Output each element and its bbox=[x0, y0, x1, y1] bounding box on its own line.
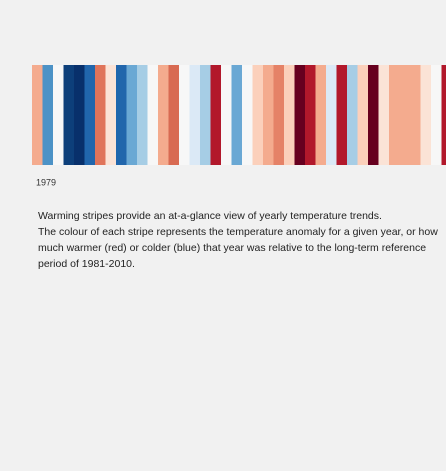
stripe bbox=[168, 65, 180, 165]
stripe bbox=[399, 65, 411, 165]
description-line: The colour of each stripe represents the… bbox=[38, 226, 438, 270]
stripe bbox=[441, 65, 446, 165]
x-tick-label: 1979 bbox=[36, 177, 56, 187]
stripe bbox=[252, 65, 264, 165]
stripe bbox=[63, 65, 75, 165]
stripe bbox=[242, 65, 253, 165]
description-line: Warming stripes provide an at-a-glance v… bbox=[38, 210, 382, 222]
stripe bbox=[137, 65, 148, 165]
stripe bbox=[116, 65, 127, 165]
stripe bbox=[284, 65, 295, 165]
chart: 19792019 bbox=[32, 65, 446, 187]
stripe bbox=[210, 65, 222, 165]
stripe bbox=[420, 65, 432, 165]
stripe bbox=[221, 65, 232, 165]
stripe bbox=[305, 65, 316, 165]
stripe bbox=[357, 65, 369, 165]
stripe bbox=[200, 65, 211, 165]
stripe bbox=[42, 65, 54, 165]
stripe bbox=[126, 65, 138, 165]
stripe bbox=[105, 65, 117, 165]
stripe bbox=[431, 65, 442, 165]
stripe bbox=[84, 65, 96, 165]
stripe bbox=[158, 65, 169, 165]
stripe bbox=[53, 65, 64, 165]
stripe bbox=[389, 65, 400, 165]
stripe bbox=[273, 65, 285, 165]
stripe bbox=[378, 65, 390, 165]
stripe bbox=[410, 65, 421, 165]
stripe bbox=[179, 65, 190, 165]
stripe bbox=[347, 65, 358, 165]
description: Warming stripes provide an at-a-glance v… bbox=[38, 208, 446, 272]
stripe bbox=[189, 65, 201, 165]
stripe bbox=[147, 65, 159, 165]
stripe bbox=[368, 65, 379, 165]
stripe bbox=[263, 65, 274, 165]
stripe bbox=[95, 65, 106, 165]
stripe bbox=[336, 65, 348, 165]
stripe bbox=[326, 65, 337, 165]
stripe bbox=[294, 65, 306, 165]
stripe bbox=[231, 65, 243, 165]
stripe bbox=[315, 65, 327, 165]
stripe bbox=[74, 65, 85, 165]
stripe bbox=[32, 65, 43, 165]
